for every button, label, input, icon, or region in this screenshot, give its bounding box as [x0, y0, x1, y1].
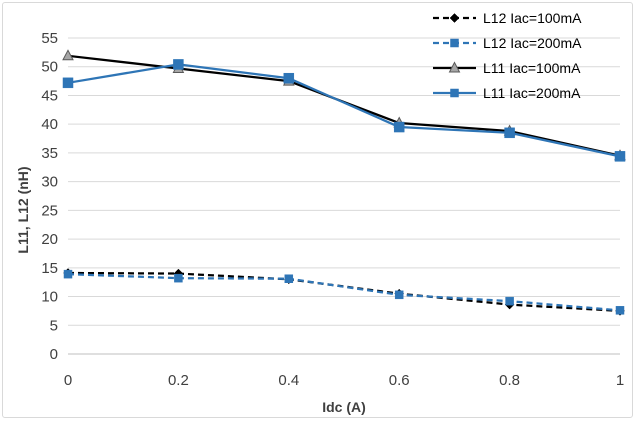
- series-line: [67, 63, 621, 158]
- x-tick-label: 0.8: [499, 372, 520, 389]
- data-point-square: [174, 273, 183, 283]
- data-point-square: [393, 121, 405, 133]
- data-point-square: [63, 269, 73, 279]
- data-point-square: [615, 306, 625, 315]
- data-point-diamond: [449, 13, 460, 23]
- data-point-square: [394, 290, 404, 300]
- y-tick-label: 50: [41, 59, 58, 76]
- y-tick-label: 25: [41, 202, 58, 219]
- y-tick-label: 20: [41, 231, 58, 248]
- y-tick-label: 55: [41, 30, 58, 47]
- y-tick-label: 0: [50, 346, 58, 363]
- gridlines: [68, 37, 620, 355]
- x-axis-ticks: 0 0.2 0.4 0.6 0.8 1: [64, 372, 624, 389]
- legend-label: L11 Iac=100mA: [483, 60, 581, 76]
- y-axis-ticks: 0 5 10 15 20 25 30 35 40 45 50 55: [41, 30, 58, 363]
- series-3: [62, 59, 626, 162]
- data-point-square: [614, 151, 626, 162]
- x-tick-label: 0.4: [278, 372, 299, 389]
- legend-item: L12 Iac=200mA: [433, 35, 582, 51]
- series-lines: [62, 49, 626, 316]
- legend-label: L12 Iac=100mA: [483, 10, 582, 26]
- legend-item: L12 Iac=100mA: [433, 10, 582, 26]
- legend-item: L11 Iac=100mA: [433, 60, 581, 76]
- series-line: [67, 273, 621, 312]
- data-point-square: [504, 127, 515, 139]
- series-line: [67, 271, 621, 313]
- series-1: [63, 269, 625, 315]
- data-point-square: [450, 38, 459, 48]
- y-tick-label: 40: [41, 116, 58, 133]
- data-point-square: [62, 77, 74, 89]
- x-tick-label: 0: [64, 372, 72, 389]
- series-0: [63, 268, 625, 316]
- y-tick-label: 10: [41, 289, 58, 306]
- x-tick-label: 0.6: [389, 372, 410, 389]
- data-point-square: [505, 296, 514, 306]
- data-point-square: [173, 59, 184, 70]
- x-axis-title: Idc (A): [322, 399, 366, 415]
- data-point-square: [284, 274, 294, 283]
- y-tick-label: 45: [41, 87, 58, 104]
- data-point-triangle: [62, 49, 74, 61]
- legend-item: L11 Iac=200mA: [433, 85, 581, 101]
- x-tick-label: 0.2: [168, 372, 189, 389]
- y-tick-label: 30: [41, 174, 58, 191]
- y-tick-label: 15: [41, 260, 58, 277]
- legend-label: L12 Iac=200mA: [483, 35, 582, 51]
- data-point-triangle: [448, 61, 461, 73]
- data-point-square: [450, 88, 459, 98]
- y-tick-label: 35: [41, 145, 58, 162]
- y-tick-label: 5: [50, 317, 58, 334]
- legend: L12 Iac=100mA L12 Iac=200mA L11 Iac=100mA L…: [433, 10, 582, 101]
- data-point-square: [283, 72, 295, 84]
- x-tick-label: 1: [616, 372, 624, 389]
- legend-label: L11 Iac=200mA: [483, 85, 581, 101]
- y-axis-title: L11, L12 (nH): [15, 166, 31, 253]
